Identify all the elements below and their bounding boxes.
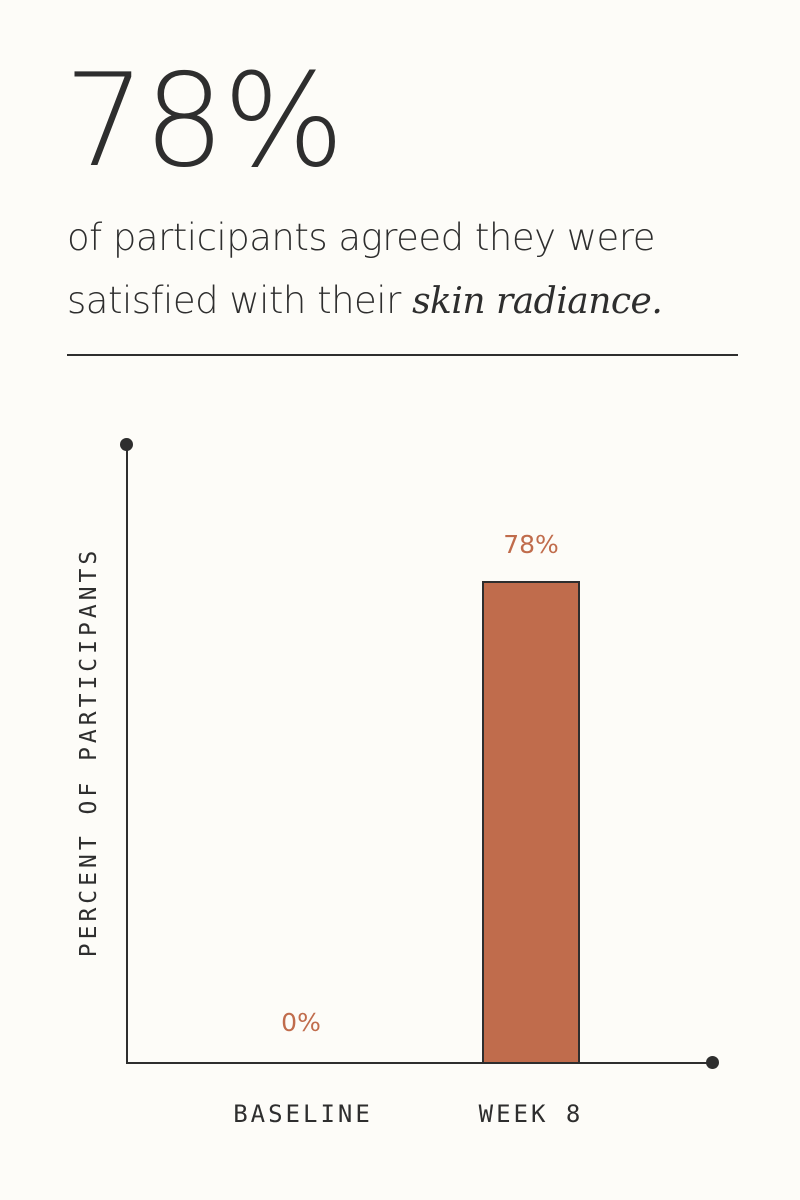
y-axis-label: PERCENT OF PARTICIPANTS (76, 546, 102, 958)
headline-stat: 78% (64, 47, 344, 196)
y-axis (126, 445, 128, 1063)
headline-description: of participants agreed they were satisfi… (67, 206, 757, 333)
y-axis-end-dot-icon (120, 438, 133, 451)
x-axis (126, 1062, 712, 1064)
bar-week-8 (482, 581, 580, 1064)
bar-value-label-week-8: 78% (503, 530, 559, 559)
x-tick-label-baseline: BASELINE (233, 1100, 373, 1128)
description-text: of participants agreed they were satisfi… (67, 216, 655, 322)
description-emphasis: skin radiance. (412, 281, 663, 322)
x-axis-end-dot-icon (706, 1056, 719, 1069)
divider (67, 354, 738, 356)
bar-value-label-baseline: 0% (281, 1008, 321, 1037)
x-tick-label-week-8: WEEK 8 (478, 1100, 584, 1128)
